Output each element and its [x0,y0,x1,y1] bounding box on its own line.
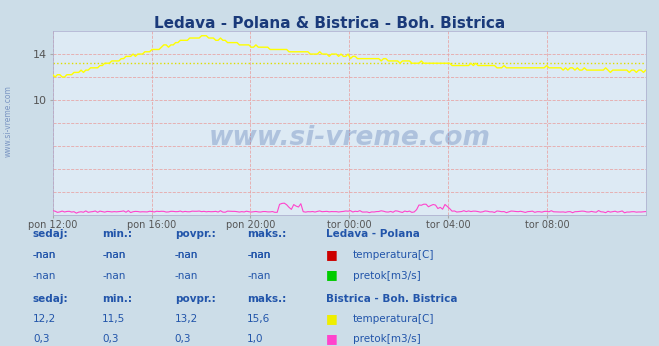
Text: sedaj:: sedaj: [33,294,69,304]
Text: 15,6: 15,6 [247,315,270,325]
Text: Ledava - Polana: Ledava - Polana [326,229,420,239]
Text: ■: ■ [326,332,338,345]
Text: -nan: -nan [247,250,270,260]
Text: sedaj:: sedaj: [33,229,69,239]
Text: 13,2: 13,2 [175,315,198,325]
Text: temperatura[C]: temperatura[C] [353,315,434,325]
Text: 0,3: 0,3 [102,334,119,344]
Text: -nan: -nan [33,250,56,260]
Text: -nan: -nan [175,271,198,281]
Text: min.:: min.: [102,294,132,304]
Text: -nan: -nan [175,250,198,260]
Text: www.si-vreme.com: www.si-vreme.com [4,85,13,157]
Text: temperatura[C]: temperatura[C] [353,250,434,260]
Text: min.:: min.: [102,229,132,239]
Text: 11,5: 11,5 [102,315,125,325]
Text: Bistrica - Boh. Bistrica: Bistrica - Boh. Bistrica [326,294,458,304]
Text: ■: ■ [326,312,338,326]
Text: 0,3: 0,3 [33,334,49,344]
Text: povpr.:: povpr.: [175,229,215,239]
Text: maks.:: maks.: [247,229,287,239]
Text: www.si-vreme.com: www.si-vreme.com [208,125,490,151]
Text: pretok[m3/s]: pretok[m3/s] [353,334,420,344]
Text: -nan: -nan [247,250,270,260]
Text: -nan: -nan [247,271,270,281]
Text: povpr.:: povpr.: [175,294,215,304]
Text: -nan: -nan [33,250,56,260]
Text: -nan: -nan [175,250,198,260]
Text: maks.:: maks.: [247,294,287,304]
Text: pretok[m3/s]: pretok[m3/s] [353,271,420,281]
Text: 12,2: 12,2 [33,315,56,325]
Text: ■: ■ [326,268,338,282]
Text: -nan: -nan [102,250,125,260]
Text: 1,0: 1,0 [247,334,264,344]
Text: -nan: -nan [247,250,270,260]
Text: ■: ■ [326,248,338,261]
Text: Ledava - Polana & Bistrica - Boh. Bistrica: Ledava - Polana & Bistrica - Boh. Bistri… [154,16,505,30]
Text: -nan: -nan [102,271,125,281]
Text: -nan: -nan [33,271,56,281]
Text: -nan: -nan [102,250,125,260]
Text: 0,3: 0,3 [175,334,191,344]
